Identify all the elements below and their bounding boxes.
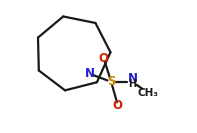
Text: H: H — [128, 79, 137, 89]
Text: O: O — [113, 99, 123, 112]
Text: N: N — [85, 67, 95, 80]
Text: N: N — [127, 72, 138, 85]
Text: CH₃: CH₃ — [138, 88, 159, 98]
Text: O: O — [99, 52, 109, 65]
Text: S: S — [107, 75, 115, 88]
